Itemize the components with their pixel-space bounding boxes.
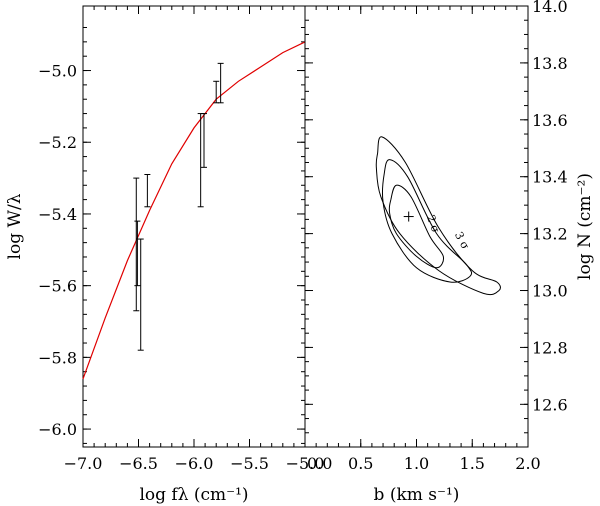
left-panel: −7.0 −6.5 −6.0 −5.5 −5.0 −6.0 −5.8 −5.6 −5.4 −5.2…	[5, 5, 325, 505]
right-panel: 0.0 0.5 1.0 1.5 2.0 12.6 12.8 13.0 13.2 13.4 13.6 1…	[304, 0, 595, 505]
right-xtick-label: 0.0	[307, 454, 332, 473]
contour-3sigma	[375, 136, 501, 296]
right-xtick-label: 1.0	[404, 454, 429, 473]
left-ytick-label: −5.6	[38, 277, 77, 296]
right-y-axis-label: log N (cm⁻²)	[575, 173, 595, 280]
right-ytick-label: 13.6	[532, 111, 568, 130]
contour-2sigma	[382, 159, 473, 283]
error-bar	[144, 174, 151, 208]
right-xtick-label: 0.5	[348, 454, 373, 473]
left-xtick-label: −6.5	[119, 454, 158, 473]
right-ytick-label: 13.2	[532, 225, 568, 244]
left-ytick-label: −5.4	[38, 205, 77, 224]
left-ytick-label: −5.0	[38, 62, 77, 81]
right-ytick-label: 12.6	[532, 395, 568, 414]
right-ytick-label: 13.0	[532, 282, 568, 301]
contour-label-2sigma: 2 σ	[424, 213, 443, 235]
error-bar	[213, 80, 220, 104]
right-x-axis-label: b (km s⁻¹)	[374, 485, 460, 505]
right-xtick-label: 1.5	[460, 454, 485, 473]
model-curve	[82, 41, 306, 380]
left-x-axis-label: log fλ (cm⁻¹)	[139, 485, 248, 505]
right-ytick-label: 13.8	[532, 54, 568, 73]
right-ytick-label: 14.0	[532, 0, 568, 16]
left-plot-frame	[82, 5, 306, 448]
left-ytick-label: −6.0	[38, 420, 77, 439]
right-xtick-label: 2.0	[515, 454, 540, 473]
error-bar	[137, 238, 144, 351]
error-bar	[133, 177, 140, 312]
left-ytick-label: −5.2	[38, 133, 77, 152]
left-xtick-label: −6.0	[175, 454, 214, 473]
error-bar	[134, 220, 141, 287]
left-y-axis-label: log W/λ	[5, 193, 25, 259]
best-fit-marker	[403, 211, 414, 222]
contour-label-3sigma: 3 σ	[452, 230, 472, 252]
error-bar	[217, 62, 224, 104]
error-bar	[200, 113, 207, 168]
error-bar	[197, 113, 204, 208]
left-xtick-label: −7.0	[64, 454, 103, 473]
left-xtick-label: −5.5	[230, 454, 269, 473]
right-plot-frame	[304, 5, 529, 448]
right-ytick-label: 12.8	[532, 338, 568, 357]
left-xtick-label: −5.0	[286, 454, 325, 473]
right-ytick-label: 13.4	[532, 168, 568, 187]
left-ytick-label: −5.8	[38, 348, 77, 367]
contour-1sigma	[388, 184, 445, 269]
